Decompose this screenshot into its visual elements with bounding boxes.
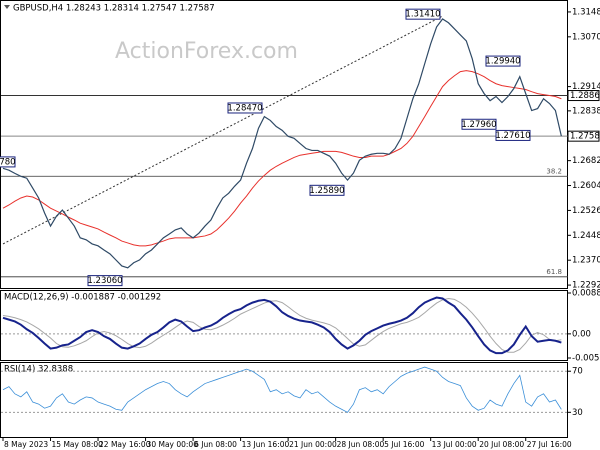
y-tick-label: 70 — [572, 367, 583, 377]
x-tick-label: 13 Jun 16:00 — [242, 440, 290, 449]
pivot-box — [87, 275, 123, 287]
x-tick-label: 5 Jul 16:00 — [384, 440, 424, 449]
y-tick-label: 1.25260 — [572, 206, 600, 216]
price-level-box — [567, 90, 600, 102]
fib-label: 38.2 — [546, 167, 562, 175]
price-level-label: 1.28860 — [570, 91, 600, 101]
x-tick-label: 6 Jun 08:00 — [194, 440, 237, 449]
y-tick-label: 1.29140 — [572, 82, 600, 92]
y-tick-label: 1.22920 — [572, 281, 600, 291]
pivot-box — [495, 129, 531, 141]
pivot-box — [227, 102, 263, 114]
rsi-title: RSI(14) 32.8388 — [4, 365, 73, 375]
macd-title: MACD(12,26,9) -0.001887 -0.001292 — [4, 293, 161, 303]
symbol-icon — [4, 5, 10, 9]
pivot-label: 1.31410 — [405, 10, 440, 20]
y-tick-label: 1.31480 — [572, 7, 600, 17]
y-tick-label: 1.28380 — [572, 106, 600, 116]
pivot-label: 1.26780 — [0, 157, 16, 167]
trend-line — [2, 15, 443, 245]
x-tick-label: 15 May 08:00 — [52, 440, 104, 449]
x-tick-label: 28 Jun 08:00 — [337, 440, 385, 449]
price-level-label: 1.27587 — [570, 132, 600, 142]
y-tick-label: 0.00 — [572, 329, 591, 339]
y-tick-label: 0.008894 — [572, 289, 600, 299]
pivot-label: 1.27960 — [461, 120, 496, 130]
price-level-box — [567, 130, 600, 142]
y-tick-label: 30 — [572, 408, 583, 418]
pivot-label: 1.27610 — [495, 131, 530, 141]
y-tick-label: 1.26820 — [572, 156, 600, 166]
pivot-label: 1.29940 — [485, 57, 520, 67]
y-tick-label: 1.30700 — [572, 32, 600, 42]
pivot-box — [485, 55, 521, 67]
y-tick-label: 1.26040 — [572, 181, 600, 191]
y-tick-label: 1.24480 — [572, 231, 600, 241]
pivot-box — [461, 118, 497, 130]
price-panel — [0, 0, 568, 289]
pivot-label: 1.23060 — [87, 276, 122, 286]
rsi-panel — [0, 362, 568, 438]
fib-label: 61.8 — [546, 268, 562, 276]
pivot-box — [0, 156, 16, 168]
pivot-label: 1.28470 — [227, 103, 262, 113]
pivot-box — [309, 184, 345, 196]
watermark: ActionForex.com — [115, 39, 298, 64]
y-tick-label: -0.005252 — [572, 354, 600, 364]
price-line — [2, 18, 562, 269]
x-tick-label: 27 Jul 16:00 — [527, 440, 572, 449]
rsi-line — [2, 366, 562, 413]
x-tick-label: 22 May 16:00 — [99, 440, 151, 449]
x-tick-label: 13 Jul 00:00 — [432, 440, 477, 449]
pivot-box — [405, 8, 441, 20]
y-tick-label: 1.23700 — [572, 256, 600, 266]
chart-title: GBPUSD,H4 1.28243 1.28314 1.27547 1.2758… — [13, 4, 215, 14]
x-tick-label: 20 Jul 08:00 — [479, 440, 524, 449]
macd-line — [2, 296, 562, 355]
macd-panel — [0, 290, 568, 361]
x-tick-label: 30 May 00:00 — [147, 440, 199, 449]
pivot-label: 1.25890 — [309, 186, 344, 196]
x-tick-label: 21 Jun 00:00 — [289, 440, 337, 449]
moving-average — [2, 70, 562, 247]
signal-line — [2, 297, 562, 353]
x-tick-label: 8 May 2023 — [4, 440, 48, 449]
